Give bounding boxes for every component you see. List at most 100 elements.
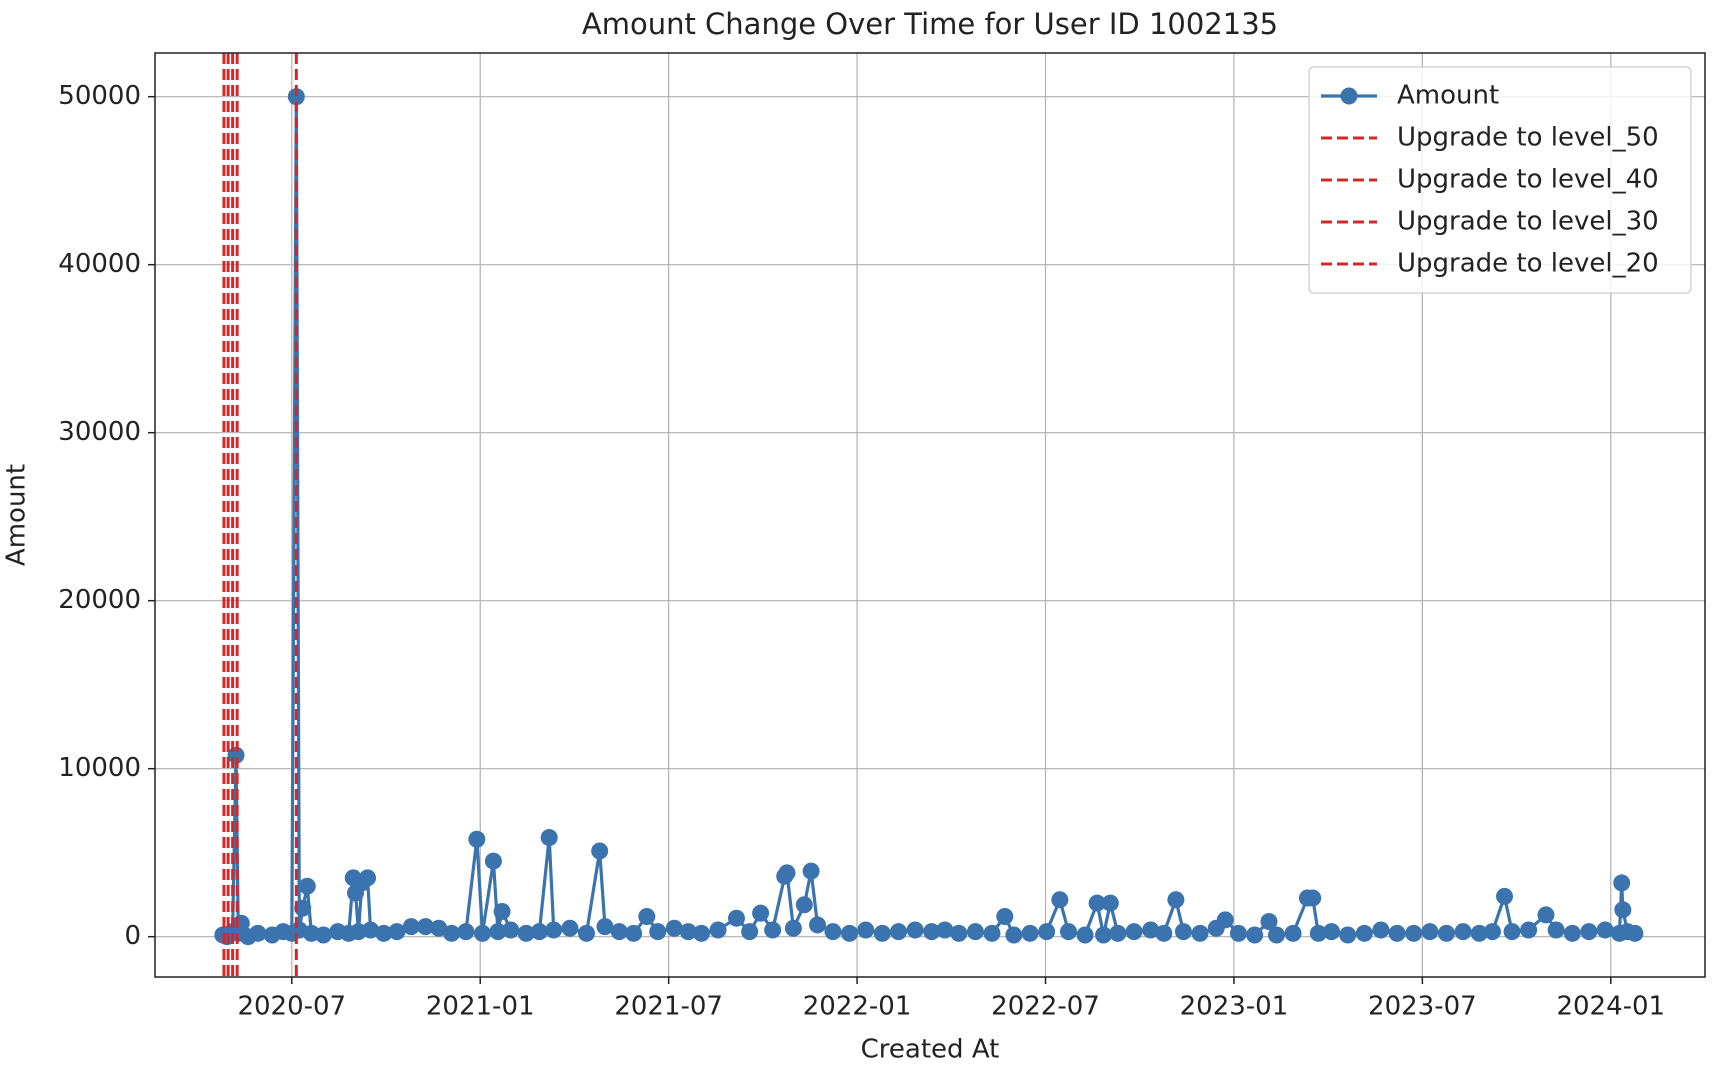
data-point	[1088, 894, 1106, 912]
data-point	[802, 862, 820, 880]
data-point	[430, 919, 448, 937]
data-point	[649, 923, 667, 941]
data-point	[359, 869, 377, 887]
data-point	[692, 924, 710, 942]
x-axis-label: Created At	[861, 1035, 1000, 1065]
y-tick-label: 40000	[58, 249, 141, 279]
data-point	[784, 919, 802, 937]
data-point	[502, 921, 520, 939]
data-point	[1537, 906, 1555, 924]
data-point	[1323, 923, 1341, 941]
data-point	[679, 923, 697, 941]
chart-title: Amount Change Over Time for User ID 1002…	[582, 7, 1278, 41]
data-point	[1454, 923, 1472, 941]
data-point	[890, 923, 908, 941]
data-point	[1229, 924, 1247, 942]
data-point	[638, 908, 656, 926]
data-point	[457, 923, 475, 941]
data-point	[1095, 926, 1113, 944]
data-point	[375, 924, 393, 942]
data-point	[752, 904, 770, 922]
data-point	[468, 830, 486, 848]
data-point	[1520, 921, 1538, 939]
x-tick-label: 2021-07	[614, 992, 723, 1022]
data-point	[443, 924, 461, 942]
data-point	[778, 864, 796, 882]
data-point	[1268, 926, 1286, 944]
x-tick-label: 2022-01	[803, 992, 912, 1022]
data-point	[1155, 924, 1173, 942]
y-axis-label: Amount	[2, 464, 32, 566]
data-point	[249, 924, 267, 942]
data-point	[1191, 924, 1209, 942]
data-point	[1614, 901, 1632, 919]
data-point	[1125, 923, 1143, 941]
data-point	[591, 842, 609, 860]
data-point	[1547, 921, 1565, 939]
data-point	[1309, 924, 1327, 942]
data-point	[1246, 926, 1264, 944]
data-point	[561, 919, 579, 937]
data-point	[857, 921, 875, 939]
data-point	[298, 877, 316, 895]
x-tick-label: 2021-01	[426, 992, 535, 1022]
data-point	[402, 918, 420, 936]
y-tick-label: 20000	[58, 585, 141, 615]
x-tick-label: 2020-07	[237, 992, 346, 1022]
data-point	[1388, 924, 1406, 942]
data-point	[540, 829, 558, 847]
data-point	[1101, 894, 1119, 912]
data-point	[596, 918, 614, 936]
data-point	[545, 921, 563, 939]
data-point	[1109, 924, 1127, 942]
data-point	[1167, 891, 1185, 909]
y-tick-label: 10000	[58, 753, 141, 783]
data-point	[709, 921, 727, 939]
data-point	[1596, 921, 1614, 939]
data-point	[484, 852, 502, 870]
data-point	[824, 923, 842, 941]
data-point	[841, 924, 859, 942]
data-point	[727, 909, 745, 927]
data-point	[1503, 923, 1521, 941]
data-point	[1613, 874, 1631, 892]
data-point	[625, 924, 643, 942]
data-point	[809, 916, 827, 934]
data-point	[1260, 913, 1278, 931]
y-tick-label: 50000	[58, 81, 141, 111]
data-point	[517, 924, 535, 942]
data-point	[294, 899, 312, 917]
data-point	[473, 924, 491, 942]
data-point	[493, 902, 511, 920]
data-point	[1496, 887, 1514, 905]
data-point	[665, 919, 683, 937]
y-tick-label: 0	[124, 921, 141, 951]
legend-marker	[1340, 87, 1358, 105]
data-point	[314, 926, 332, 944]
data-point	[1059, 923, 1077, 941]
data-point	[1038, 923, 1056, 941]
data-point	[1174, 923, 1192, 941]
x-tick-label: 2023-01	[1180, 992, 1289, 1022]
data-point	[1421, 923, 1439, 941]
data-point	[287, 88, 305, 106]
legend-label: Upgrade to level_50	[1397, 123, 1659, 153]
data-point	[1437, 924, 1455, 942]
data-point	[1284, 924, 1302, 942]
data-point	[1372, 921, 1390, 939]
x-tick-label: 2024-01	[1556, 992, 1665, 1022]
data-point	[966, 923, 984, 941]
data-point	[741, 923, 759, 941]
x-tick-label: 2022-07	[991, 992, 1100, 1022]
data-point	[1021, 924, 1039, 942]
data-point	[1483, 923, 1501, 941]
data-point	[1626, 924, 1644, 942]
data-point	[489, 923, 507, 941]
data-point	[1005, 926, 1023, 944]
data-point	[1339, 926, 1357, 944]
data-point	[795, 896, 813, 914]
data-point	[906, 921, 924, 939]
data-point	[764, 921, 782, 939]
